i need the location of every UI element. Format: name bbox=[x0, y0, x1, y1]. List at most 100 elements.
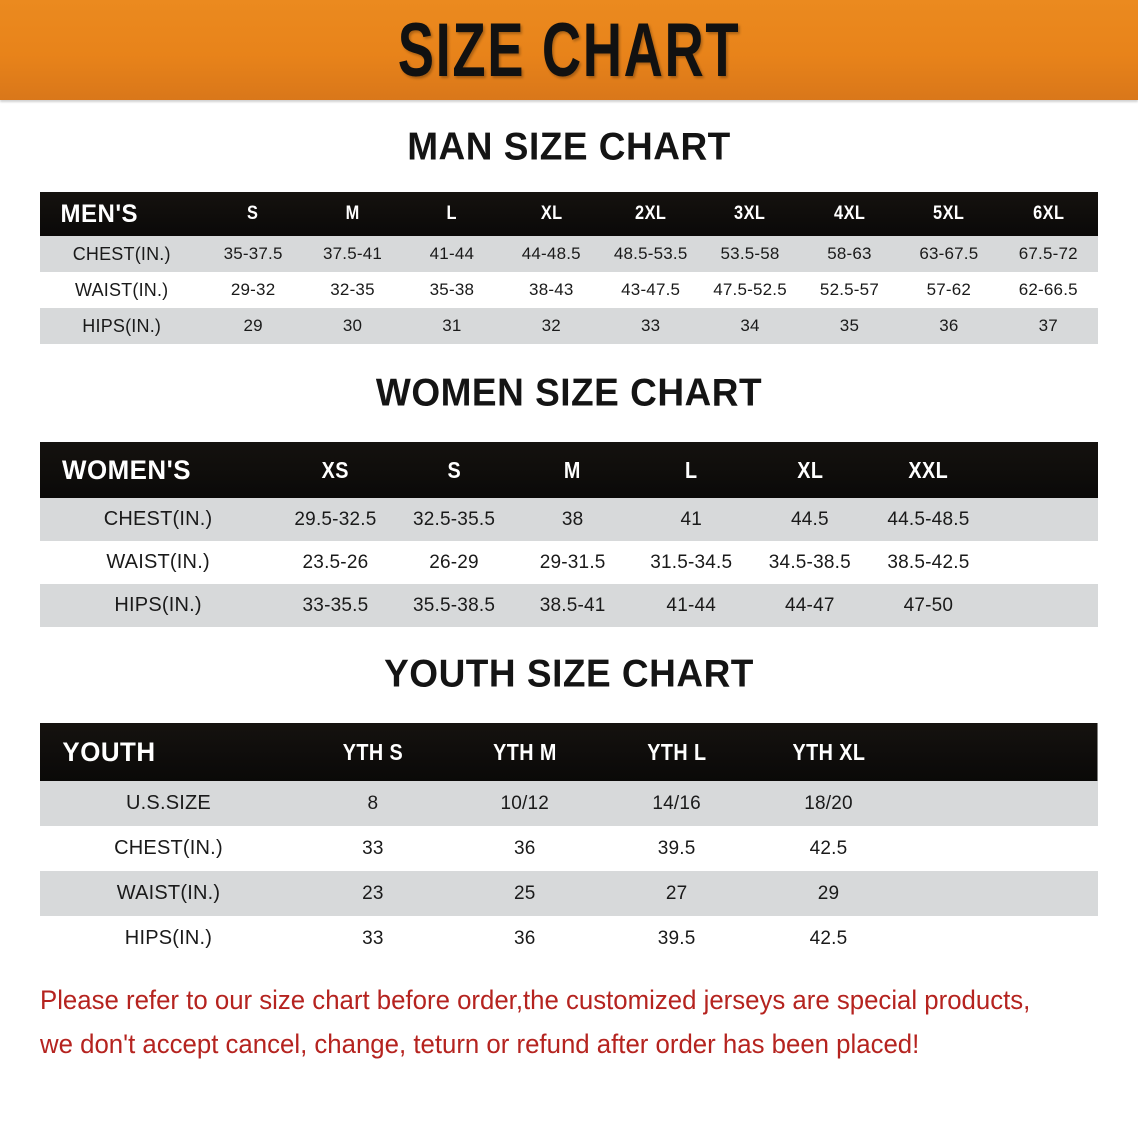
youth-table-row: WAIST(IN.) 23 25 27 29 bbox=[40, 871, 1098, 916]
women-size-header-6: XXL bbox=[908, 456, 949, 483]
women-header-label: WOMEN'S bbox=[62, 454, 192, 485]
youth-cell-filler bbox=[904, 826, 1098, 871]
women-cell: 41-44 bbox=[666, 594, 717, 616]
women-cell: 44-47 bbox=[785, 594, 835, 616]
youth-table-header-row: YOUTH YTH S YTH M YTH L YTH XL bbox=[40, 723, 1098, 781]
women-row-label: HIPS(IN.) bbox=[114, 594, 202, 616]
youth-row-label: WAIST(IN.) bbox=[116, 882, 221, 904]
man-cell: 35 bbox=[839, 316, 860, 335]
man-cell: 32-35 bbox=[330, 280, 375, 299]
man-cell: 37 bbox=[1038, 316, 1058, 335]
man-cell: 35-37.5 bbox=[223, 244, 283, 263]
women-row-label: CHEST(IN.) bbox=[103, 508, 213, 530]
youth-cell: 42.5 bbox=[809, 927, 848, 949]
youth-table-row: CHEST(IN.) 33 36 39.5 42.5 bbox=[40, 826, 1098, 871]
man-size-header-7: 4XL bbox=[833, 203, 866, 224]
women-cell-filler bbox=[988, 541, 1098, 584]
women-size-header-4: L bbox=[684, 456, 698, 483]
women-cell: 38.5-42.5 bbox=[887, 551, 970, 573]
youth-cell: 8 bbox=[367, 792, 379, 814]
man-cell: 58-63 bbox=[827, 244, 872, 263]
youth-table-body: U.S.SIZE 8 10/12 14/16 18/20 CHEST(IN.) 33 36 3… bbox=[40, 781, 1098, 961]
disclaimer-line-2: we don't accept cancel, change, teturn o… bbox=[40, 1028, 920, 1059]
man-table-wrapper: MEN'S S M L XL 2XL 3XL 4XL 5XL 6XL CHEST(IN.) 35-… bbox=[40, 192, 1098, 344]
women-section-title: WOMEN SIZE CHART bbox=[375, 370, 763, 415]
women-cell-filler bbox=[988, 584, 1098, 627]
man-cell: 29-32 bbox=[230, 280, 276, 299]
man-size-header-4: XL bbox=[540, 203, 563, 224]
women-header-filler bbox=[988, 442, 1098, 498]
youth-cell-filler bbox=[904, 781, 1098, 826]
women-size-table: WOMEN'S XS S M L XL XXL CHEST(IN.) 29.5-32.5 32… bbox=[40, 442, 1098, 627]
women-cell: 38 bbox=[561, 508, 584, 530]
youth-cell: 23 bbox=[362, 882, 384, 904]
man-size-header-2: M bbox=[345, 203, 360, 224]
women-table-row: WAIST(IN.) 23.5-26 26-29 29-31.5 31.5-34.5 34… bbox=[40, 541, 1098, 584]
women-cell: 33-35.5 bbox=[302, 594, 369, 616]
women-cell: 26-29 bbox=[429, 551, 479, 573]
youth-table-row: U.S.SIZE 8 10/12 14/16 18/20 bbox=[40, 781, 1098, 826]
women-cell: 32.5-35.5 bbox=[413, 508, 496, 530]
man-row-label: HIPS(IN.) bbox=[82, 315, 162, 336]
youth-cell: 33 bbox=[362, 927, 384, 949]
youth-size-header-3: YTH L bbox=[646, 738, 707, 765]
man-cell: 63-67.5 bbox=[919, 244, 979, 263]
man-cell: 47.5-52.5 bbox=[713, 280, 787, 299]
women-cell: 31.5-34.5 bbox=[650, 551, 733, 573]
women-cell: 23.5-26 bbox=[302, 551, 369, 573]
youth-cell: 42.5 bbox=[809, 837, 848, 859]
youth-row-label: U.S.SIZE bbox=[126, 792, 211, 814]
youth-size-table: YOUTH YTH S YTH M YTH L YTH XL U.S.SIZE 8 10/… bbox=[40, 723, 1098, 961]
man-section-title: MAN SIZE CHART bbox=[407, 124, 731, 169]
man-cell: 52.5-57 bbox=[819, 280, 879, 299]
youth-cell: 18/20 bbox=[804, 792, 853, 814]
youth-size-header-1: YTH S bbox=[342, 738, 404, 765]
women-cell: 38.5-41 bbox=[539, 594, 606, 616]
women-cell: 35.5-38.5 bbox=[413, 594, 496, 616]
youth-cell-filler bbox=[904, 871, 1098, 916]
women-size-header-1: XS bbox=[321, 456, 350, 483]
disclaimer-text: Please refer to our size chart before or… bbox=[40, 979, 1050, 1066]
man-table-row: CHEST(IN.) 35-37.5 37.5-41 41-44 44-48.5 48.5… bbox=[40, 236, 1098, 272]
women-cell: 44.5 bbox=[790, 508, 829, 530]
man-table-row: WAIST(IN.) 29-32 32-35 35-38 38-43 43-47.5 47.… bbox=[40, 272, 1098, 308]
man-table-row: HIPS(IN.) 29 30 31 32 33 34 35 36 37 bbox=[40, 308, 1098, 344]
man-cell: 36 bbox=[939, 316, 959, 335]
women-table-body: CHEST(IN.) 29.5-32.5 32.5-35.5 38 41 44.5 44.5… bbox=[40, 498, 1098, 627]
man-cell: 57-62 bbox=[926, 280, 972, 299]
man-size-header-3: L bbox=[446, 203, 458, 224]
man-cell: 62-66.5 bbox=[1018, 280, 1078, 299]
youth-size-header-4: YTH XL bbox=[792, 738, 865, 765]
youth-cell-filler bbox=[904, 916, 1098, 961]
women-table-row: HIPS(IN.) 33-35.5 35.5-38.5 38.5-41 41-44 44-… bbox=[40, 584, 1098, 627]
women-row-label: WAIST(IN.) bbox=[106, 551, 210, 573]
youth-cell: 33 bbox=[362, 837, 384, 859]
youth-cell: 14/16 bbox=[652, 792, 701, 814]
man-cell: 67.5-72 bbox=[1018, 244, 1078, 263]
man-table-body: CHEST(IN.) 35-37.5 37.5-41 41-44 44-48.5 48.5… bbox=[40, 236, 1098, 344]
women-size-header-5: XL bbox=[796, 456, 823, 483]
man-table-header-row: MEN'S S M L XL 2XL 3XL 4XL 5XL 6XL bbox=[40, 192, 1098, 236]
man-size-header-6: 3XL bbox=[734, 203, 766, 224]
women-cell: 34.5-38.5 bbox=[768, 551, 851, 573]
man-cell: 38-43 bbox=[529, 280, 574, 299]
man-cell: 34 bbox=[740, 316, 760, 335]
youth-table-row: HIPS(IN.) 33 36 39.5 42.5 bbox=[40, 916, 1098, 961]
man-cell: 37.5-41 bbox=[322, 244, 383, 263]
youth-row-label: HIPS(IN.) bbox=[124, 927, 213, 949]
youth-row-label: CHEST(IN.) bbox=[114, 837, 223, 859]
man-cell: 29 bbox=[243, 316, 263, 335]
women-cell: 29-31.5 bbox=[539, 551, 606, 573]
man-cell: 41-44 bbox=[429, 244, 475, 263]
man-size-table: MEN'S S M L XL 2XL 3XL 4XL 5XL 6XL CHEST(IN.) 35-… bbox=[40, 192, 1098, 344]
page-title: SIZE CHART bbox=[397, 7, 741, 93]
man-cell: 32 bbox=[541, 316, 561, 335]
youth-cell: 10/12 bbox=[500, 792, 550, 814]
women-cell: 41 bbox=[680, 508, 702, 530]
man-cell: 44-48.5 bbox=[521, 244, 581, 263]
man-cell: 53.5-58 bbox=[720, 244, 780, 263]
youth-section-title: YOUTH SIZE CHART bbox=[384, 651, 754, 696]
women-size-header-2: S bbox=[447, 456, 461, 483]
man-header-label: MEN'S bbox=[60, 199, 139, 228]
man-row-label: WAIST(IN.) bbox=[75, 279, 169, 300]
